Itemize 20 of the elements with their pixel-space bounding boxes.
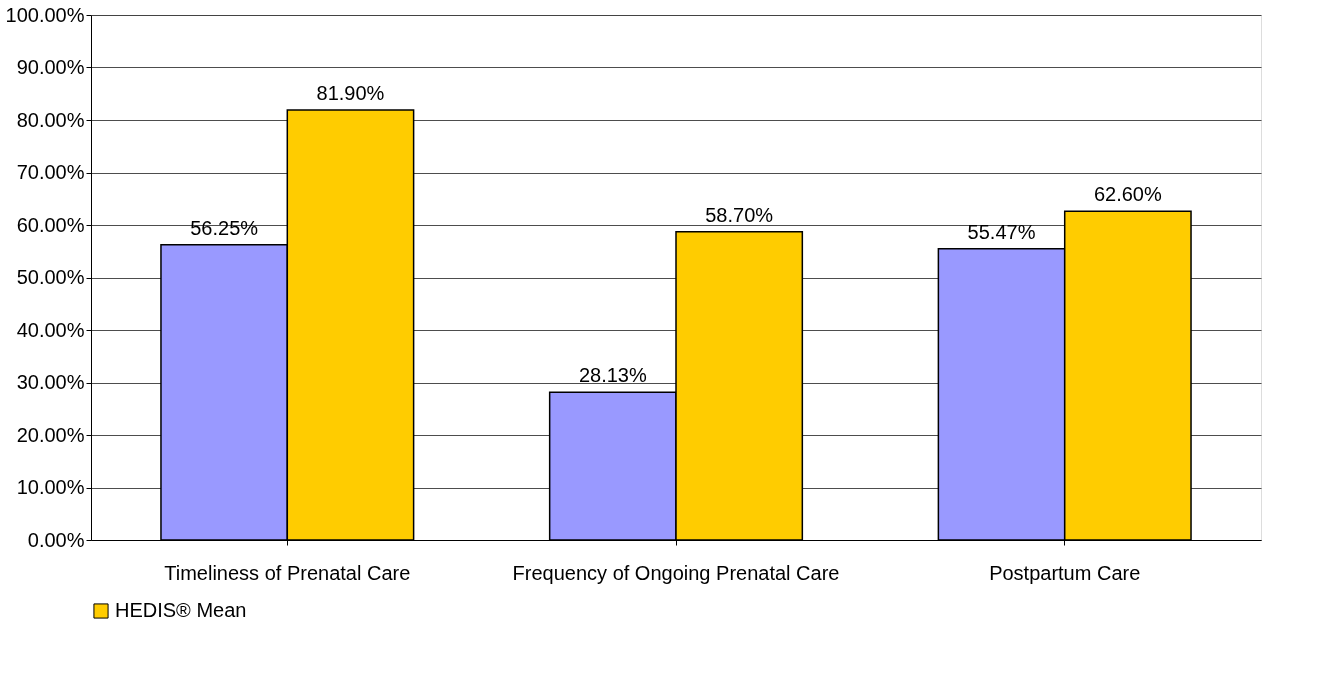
data-label: 81.90% <box>316 82 385 105</box>
x-tick-label: Timeliness of Prenatal Care <box>164 561 411 584</box>
y-tick-label: 10.00% <box>16 476 85 498</box>
y-tick-label: 20.00% <box>16 423 85 446</box>
y-tick-label: 40.00% <box>16 318 85 341</box>
y-tick-label: 70.00% <box>16 161 85 183</box>
data-label: 58.70% <box>705 203 774 226</box>
legend-label: HEDIS® Mean <box>115 599 247 621</box>
y-tick-label: 0.00% <box>27 528 85 551</box>
x-tick-label: Frequency of Ongoing Prenatal Care <box>512 561 840 584</box>
y-tick-label: 90.00% <box>16 56 85 78</box>
y-tick-label: 80.00% <box>16 108 85 131</box>
data-label: 62.60% <box>1093 183 1162 206</box>
y-tick-label: 60.00% <box>16 213 85 236</box>
data-label: 28.13% <box>578 364 647 387</box>
y-tick-label: 30.00% <box>16 371 85 393</box>
x-tick-label: Postpartum Care <box>989 561 1141 584</box>
y-tick-label: 100.00% <box>5 3 85 26</box>
y-tick-label: 50.00% <box>16 266 85 288</box>
data-label: 55.47% <box>967 220 1036 243</box>
